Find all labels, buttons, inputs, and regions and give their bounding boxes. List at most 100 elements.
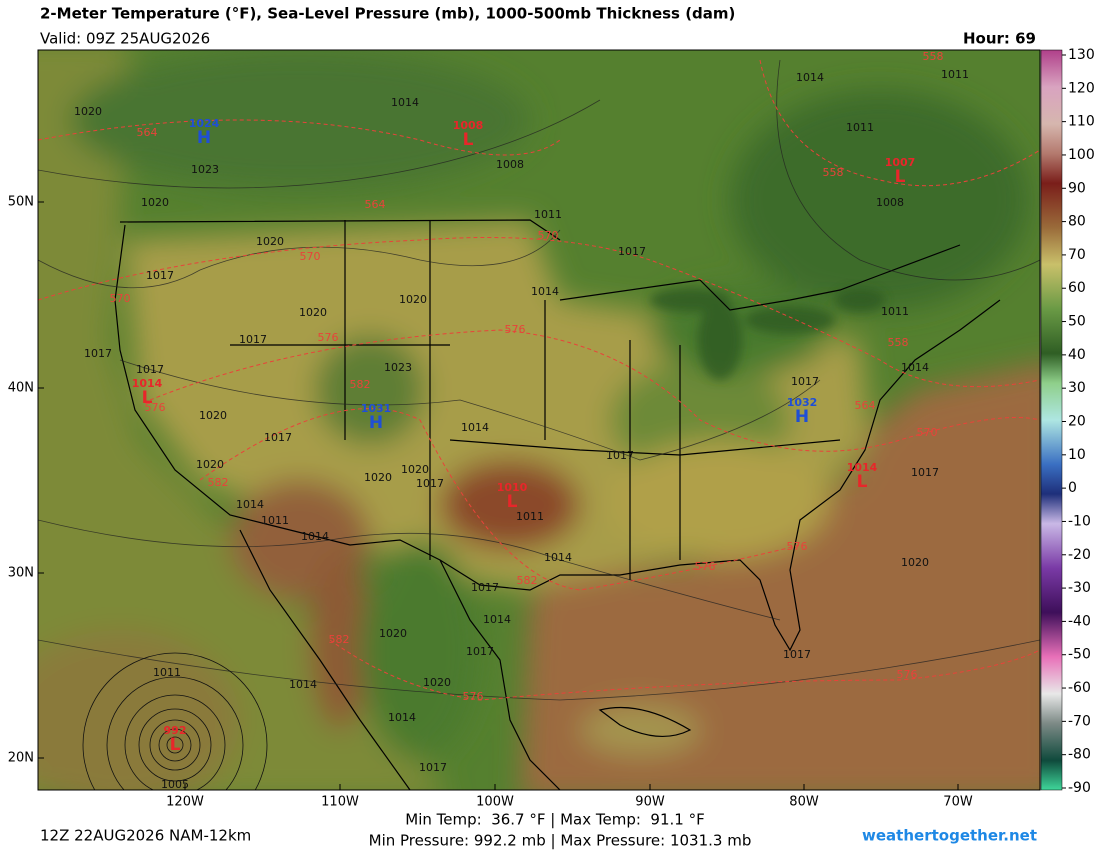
colorbar-tick-label: 100 [1068, 147, 1095, 163]
thickness-label: 558 [923, 50, 944, 63]
colorbar-tick-label: 40 [1068, 347, 1086, 363]
map-frame [37, 49, 1041, 791]
longitude-label: 70W [943, 795, 973, 810]
isobar-label: 1020 [196, 458, 224, 471]
isobar-label: 1005 [161, 778, 189, 791]
colorbar-tick-label: -80 [1068, 747, 1091, 763]
isobar-label: 1020 [423, 676, 451, 689]
isobar-label: 1020 [199, 409, 227, 422]
isobar-label: 1014 [391, 96, 419, 109]
isobar-label: 1023 [384, 361, 412, 374]
isobar-label: 1020 [141, 196, 169, 209]
isobar-label: 1014 [289, 678, 317, 691]
low-center-value: 1010 [497, 481, 528, 494]
isobar-label: 1017 [146, 269, 174, 282]
model-run: 12Z 22AUG2026 NAM-12km [40, 827, 251, 845]
thickness-label: 576 [505, 323, 526, 336]
isobar-label: 1011 [153, 666, 181, 679]
isobar-label: 1011 [261, 514, 289, 527]
isobar-label: 1008 [876, 196, 904, 209]
low-center-value: 1014 [132, 377, 163, 390]
latitude-label: 30N [8, 566, 34, 581]
colorbar-tick-label: -30 [1068, 580, 1091, 596]
isobar-label: 1017 [84, 347, 112, 360]
thickness-label: 582 [208, 476, 229, 489]
isobar-label: 1020 [256, 235, 284, 248]
colorbar-tick-label: 70 [1068, 247, 1086, 263]
isobar-label: 1014 [796, 71, 824, 84]
colorbar-tick-label: -60 [1068, 680, 1091, 696]
high-center-value: 1031 [361, 402, 392, 415]
isobar-label: 1020 [364, 471, 392, 484]
low-center-symbol: L [507, 492, 518, 512]
isobar-label: 1020 [401, 463, 429, 476]
thickness-label: 570 [300, 250, 321, 263]
longitude-label: 100W [476, 795, 514, 810]
colorbar-tick-label: 120 [1068, 80, 1095, 96]
colorbar-tick-label: -40 [1068, 613, 1091, 629]
isobar-label: 1017 [606, 449, 634, 462]
isobar-label: 1014 [531, 285, 559, 298]
isobar-label: 1014 [301, 530, 329, 543]
isobar-label: 1017 [791, 375, 819, 388]
thickness-label: 564 [855, 399, 876, 412]
isobar-label: 1017 [618, 245, 646, 258]
isobar-label: 1020 [399, 293, 427, 306]
low-center-symbol: L [170, 735, 181, 755]
thickness-label: 576 [787, 540, 808, 553]
map-field: 1024H1031H1032H1008L1007L1014L1010L1014L… [38, 50, 1040, 791]
thickness-label: 576 [897, 668, 918, 681]
thickness-label: 570 [110, 292, 131, 305]
isobar-label: 1014 [461, 421, 489, 434]
thickness-label: 558 [888, 336, 909, 349]
temp-range: Min Temp: 36.7 °F | Max Temp: 91.1 °F [405, 811, 704, 829]
isobar-label: 1020 [74, 105, 102, 118]
low-center-value: 992 [164, 724, 187, 737]
isobar-label: 1017 [466, 645, 494, 658]
longitude-label: 120W [166, 795, 204, 810]
longitude-label: 90W [635, 795, 665, 810]
thickness-label: 576 [318, 331, 339, 344]
colorbar-tick-label: -90 [1068, 780, 1091, 796]
thickness-label: 576 [145, 401, 166, 414]
isobar-label: 1020 [299, 306, 327, 319]
isobar-label: 1014 [236, 498, 264, 511]
isobar-label: 1023 [191, 163, 219, 176]
colorbar-tick-label: -50 [1068, 647, 1091, 663]
high-center-symbol: H [197, 128, 211, 148]
isobar-label: 1014 [901, 361, 929, 374]
isobar-label: 1014 [388, 711, 416, 724]
colorbar-tick-label: -70 [1068, 713, 1091, 729]
isobar-label: 1017 [264, 431, 292, 444]
isobar-label: 1017 [471, 581, 499, 594]
low-center-symbol: L [463, 130, 474, 150]
isobar-label: 1017 [783, 648, 811, 661]
thickness-label: 576 [695, 560, 716, 573]
colorbar-tick-label: 30 [1068, 380, 1086, 396]
map-title: 2-Meter Temperature (°F), Sea-Level Pres… [40, 5, 735, 23]
colorbar-tick-label: -10 [1068, 513, 1091, 529]
isobar-label: 1020 [379, 627, 407, 640]
valid-time: Valid: 09Z 25AUG2026 [40, 30, 210, 48]
pressure-range: Min Pressure: 992.2 mb | Max Pressure: 1… [369, 832, 752, 850]
isobar-label: 1011 [516, 510, 544, 523]
longitude-label: 110W [321, 795, 359, 810]
colorbar-tick-label: -20 [1068, 547, 1091, 563]
isobar-label: 1011 [534, 208, 562, 221]
site-link[interactable]: weathertogether.net [862, 827, 1037, 845]
high-center-value: 1032 [787, 396, 818, 409]
low-center-value: 1014 [847, 461, 878, 474]
high-center-symbol: H [369, 413, 383, 433]
latitude-label: 50N [8, 195, 34, 210]
thickness-label: 582 [350, 378, 371, 391]
thickness-label: 582 [329, 633, 350, 646]
colorbar-tick-label: 20 [1068, 414, 1086, 430]
isobar-label: 1011 [941, 68, 969, 81]
colorbar-tick-label: 90 [1068, 180, 1086, 196]
forecast-hour: Hour: 69 [963, 30, 1036, 48]
isobar-label: 1017 [136, 363, 164, 376]
isobar-label: 1014 [544, 551, 572, 564]
low-center-symbol: L [142, 388, 153, 408]
isobar-label: 1011 [881, 305, 909, 318]
